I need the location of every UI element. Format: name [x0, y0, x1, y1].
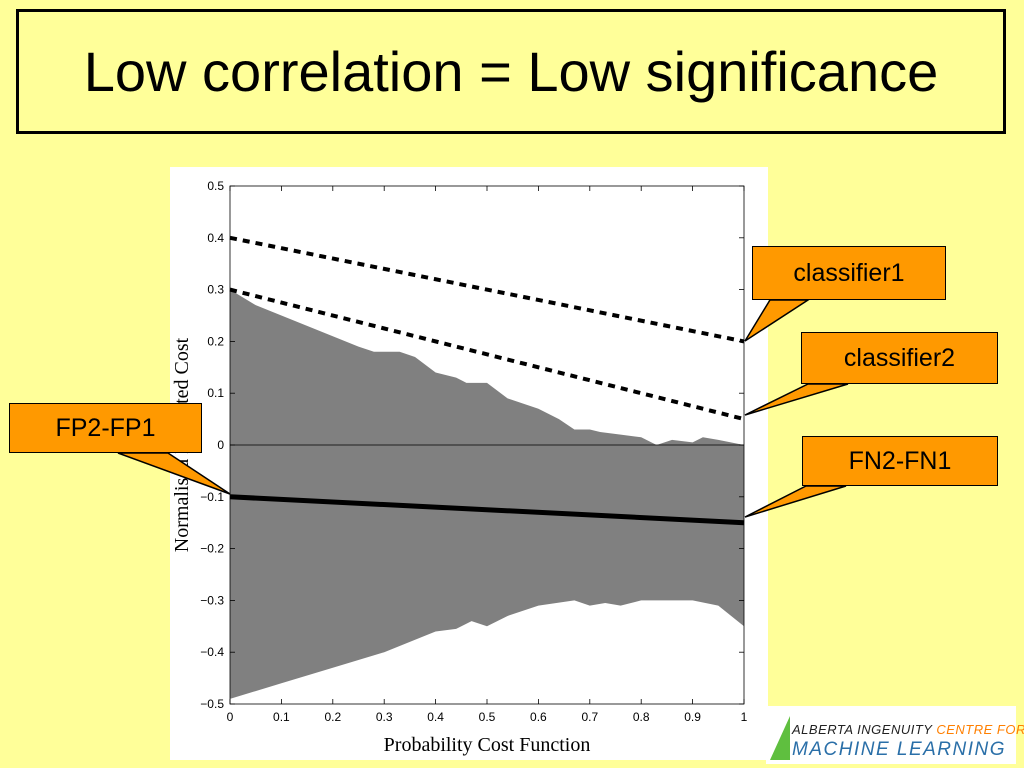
callout-classifier1-label: classifier1 — [793, 258, 905, 287]
y-tick-label: 0.3 — [207, 283, 224, 297]
callout-classifier2-label: classifier2 — [843, 343, 956, 372]
series-line-classifier2 — [229, 287, 745, 422]
logo-line1: ALBERTA INGENUITY CENTRE FOR — [792, 722, 1024, 737]
callout-classifier2: classifier2 — [801, 332, 998, 384]
y-tick-label: −0.3 — [200, 593, 224, 607]
x-tick-label: 0.3 — [376, 710, 393, 724]
logo-line1-prefix: ALBERTA INGENUITY — [792, 722, 933, 737]
x-tick-label: 0.6 — [530, 710, 547, 724]
x-tick-label: 0.9 — [684, 710, 701, 724]
callout-fp2-fp1-label: FP2-FP1 — [55, 413, 156, 442]
series-line-classifier1 — [229, 235, 745, 344]
callout-fn2-fn1: FN2-FN1 — [802, 436, 998, 486]
logo-line2: MACHINE LEARNING — [792, 739, 1007, 760]
amii-logo: ALBERTA INGENUITY CENTRE FOR MACHINE LEA… — [766, 706, 1024, 764]
y-tick-label: −0.2 — [200, 542, 224, 556]
x-tick-label: 0 — [227, 710, 234, 724]
y-tick-label: 0.2 — [207, 334, 224, 348]
callout-classifier1: classifier1 — [752, 246, 946, 300]
slide-title: Low correlation = Low significance — [83, 40, 939, 103]
title-box: Low correlation = Low significance — [16, 9, 1006, 134]
y-tick-label: 0.4 — [207, 231, 224, 245]
x-tick-label: 0.7 — [581, 710, 598, 724]
x-tick-label: 0.8 — [633, 710, 650, 724]
chart-panel: 0.5 0.4 0.3 0.2 0.1 0 −0.1 −0.2 −0.3 −0.4 −0.5 0 0.1… — [170, 167, 768, 760]
y-tick-label: 0 — [217, 438, 224, 452]
x-tick-label: 0.5 — [479, 710, 496, 724]
logo-triangle-icon — [770, 716, 790, 760]
cost-curve-chart: 0.50.40.30.20.10−0.1−0.2−0.3−0.4−0.50 0.1… — [171, 179, 748, 756]
callout-fn2-fn1-label: FN2-FN1 — [848, 446, 952, 475]
callout-fp2-fp1: FP2-FP1 — [9, 403, 202, 453]
y-tick-label: −0.5 — [200, 697, 224, 711]
y-tick-label: 0.5 — [207, 179, 224, 193]
x-tick-label: 0.2 — [324, 710, 341, 724]
y-tick-label: 0.1 — [207, 386, 224, 400]
series-line-fn2-fn1 — [229, 494, 745, 526]
x-tick-label: 1 — [741, 710, 748, 724]
confidence-band — [230, 289, 744, 699]
y-tick-label: −0.1 — [200, 490, 224, 504]
x-tick-label: 0.4 — [427, 710, 444, 724]
logo-line1-accent: CENTRE FOR — [936, 722, 1024, 737]
x-axis-label: Probability Cost Function — [384, 734, 591, 756]
x-tick-label: 0.1 — [273, 710, 290, 724]
y-tick-label: −0.4 — [200, 645, 224, 659]
